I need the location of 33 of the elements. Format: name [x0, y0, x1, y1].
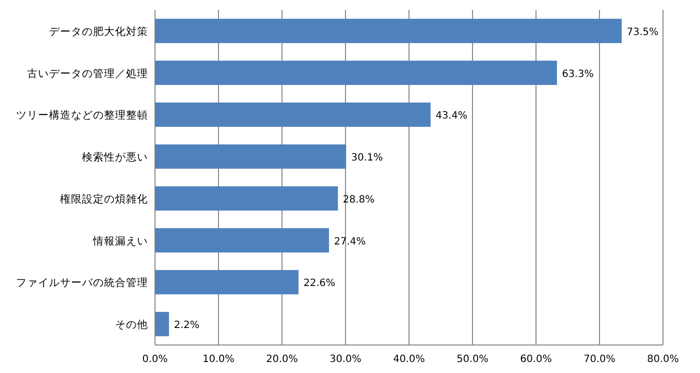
bar: [155, 102, 431, 127]
bar: [155, 186, 338, 211]
bar: [155, 144, 346, 169]
x-tick-label: 40.0%: [393, 354, 425, 365]
y-tick-label: 情報漏えい: [92, 234, 148, 248]
y-tick-label: その他: [115, 319, 148, 332]
data-label: 2.2%: [174, 320, 200, 332]
x-tick-label: 0.0%: [142, 354, 168, 365]
bar: [155, 312, 169, 336]
data-label: 63.3%: [562, 68, 594, 80]
x-tick-label: 30.0%: [330, 354, 362, 365]
bar: [155, 228, 329, 252]
x-tick-label: 70.0%: [584, 354, 616, 365]
y-tick-label: ファイルサーバの統合管理: [16, 276, 148, 290]
x-tick-label: 60.0%: [520, 354, 552, 365]
y-tick-label: 権限設定の煩雑化: [60, 192, 148, 206]
x-tick-label: 80.0%: [647, 354, 679, 365]
bar: [155, 18, 622, 44]
data-label: 28.8%: [342, 194, 375, 206]
y-tick-label: ツリー構造などの整理整頓: [16, 108, 148, 122]
data-label: 43.4%: [436, 110, 468, 122]
data-label: 22.6%: [304, 278, 336, 290]
y-tick-label: データの肥大化対策: [49, 24, 148, 38]
y-tick-label: 古いデータの管理／処理: [27, 66, 148, 80]
bar: [155, 60, 557, 85]
x-tick-label: 50.0%: [456, 354, 488, 365]
bar: [155, 270, 299, 294]
x-tick-label: 20.0%: [266, 354, 298, 365]
x-tick-label: 10.0%: [202, 354, 234, 365]
y-tick-label: 検索性が悪い: [82, 150, 148, 164]
data-label: 30.1%: [351, 152, 383, 164]
data-label: 73.5%: [626, 26, 659, 38]
data-label: 27.4%: [334, 236, 366, 248]
